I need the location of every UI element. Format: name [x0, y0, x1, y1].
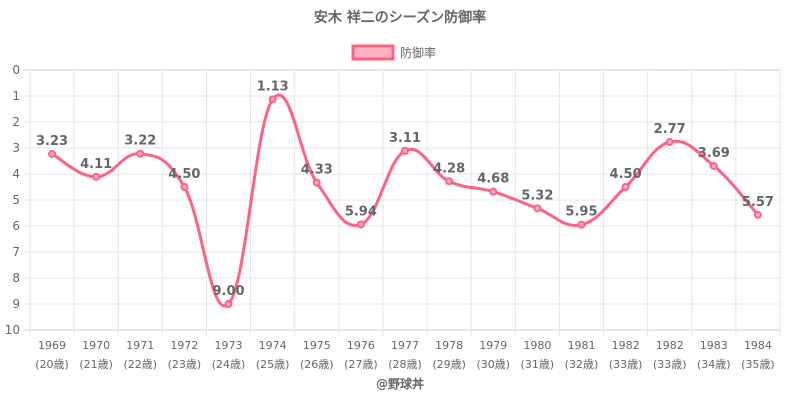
y-tick-label: 1 [12, 89, 20, 103]
x-tick-label: 1982 [612, 339, 640, 352]
legend[interactable]: 防御率 [351, 44, 436, 61]
y-tick-label: 8 [12, 271, 20, 285]
data-label: 3.22 [124, 134, 156, 149]
data-label: 3.11 [389, 131, 421, 146]
x-tick-label: 1971 [126, 339, 154, 352]
data-label: 5.94 [345, 204, 377, 219]
x-tick-sublabel: (31歳) [521, 358, 555, 371]
x-tick-label: 1981 [567, 339, 595, 352]
data-point [136, 149, 145, 158]
data-point [312, 178, 321, 187]
data-point [268, 95, 277, 104]
data-point [401, 146, 409, 155]
data-point [445, 177, 454, 186]
data-point [180, 183, 189, 191]
x-tick-sublabel: (33歳) [609, 358, 643, 371]
x-tick-sublabel: (34歳) [697, 358, 731, 371]
legend-label: 防御率 [400, 45, 436, 60]
x-tick-label: 1983 [700, 339, 728, 352]
x-tick-label: 1980 [523, 339, 551, 352]
x-tick-sublabel: (24歳) [212, 358, 246, 371]
x-tick-label: 1982 [656, 339, 684, 352]
data-point [489, 187, 498, 196]
x-tick-label: 1979 [479, 339, 507, 352]
data-label: 4.50 [610, 167, 642, 182]
data-point [621, 183, 630, 191]
x-tick-sublabel: (26歳) [300, 358, 334, 371]
data-point [356, 220, 365, 229]
x-tick-label: 1976 [347, 339, 375, 352]
y-tick-label: 5 [12, 193, 20, 207]
x-tick-sublabel: (28歳) [388, 358, 422, 371]
x-tick-label: 1969 [38, 339, 66, 352]
data-point [753, 210, 762, 219]
data-label: 4.11 [80, 157, 112, 172]
x-tick-sublabel: (32歳) [565, 358, 599, 371]
y-tick-label: 4 [12, 167, 20, 181]
data-point [665, 138, 674, 147]
data-point [92, 172, 101, 181]
data-point [224, 300, 233, 308]
data-point [533, 204, 542, 213]
data-label: 1.13 [257, 79, 289, 94]
data-label: 5.57 [742, 195, 774, 210]
x-tick-sublabel: (27歳) [344, 358, 378, 371]
data-point [577, 220, 586, 229]
data-label: 9.00 [212, 284, 244, 299]
x-tick-sublabel: (25歳) [256, 358, 290, 371]
chart-title: 安木 祥二のシーズン防御率 [314, 9, 486, 26]
y-tick-label: 0 [12, 63, 20, 77]
y-tick-label: 7 [12, 245, 20, 259]
data-label: 4.33 [301, 163, 333, 178]
data-label: 4.68 [477, 172, 509, 187]
data-label: 4.50 [168, 167, 200, 182]
x-tick-sublabel: (35歳) [741, 358, 775, 371]
x-tick-sublabel: (33歳) [653, 358, 687, 371]
x-tick-label: 1972 [170, 339, 198, 352]
y-tick-label: 9 [12, 297, 20, 311]
x-tick-label: 1974 [259, 339, 287, 352]
data-label: 5.95 [565, 205, 597, 220]
x-tick-sublabel: (21歳) [79, 358, 113, 371]
data-label: 5.32 [521, 188, 553, 203]
x-tick-sublabel: (22歳) [123, 358, 157, 371]
y-tick-label: 3 [12, 141, 20, 155]
x-tick-sublabel: (30歳) [476, 358, 510, 371]
x-tick-label: 1984 [744, 339, 772, 352]
x-tick-label: 1975 [303, 339, 331, 352]
data-point [709, 161, 718, 170]
data-label: 3.23 [36, 134, 68, 149]
data-label: 2.77 [654, 122, 686, 137]
x-tick-sublabel: (29歳) [432, 358, 466, 371]
x-tick-label: 1973 [215, 339, 243, 352]
x-tick-label: 1977 [391, 339, 419, 352]
footer-credit: @野球丼 [376, 376, 424, 391]
y-tick-label: 6 [12, 219, 20, 233]
x-tick-label: 1970 [82, 339, 110, 352]
legend-swatch [351, 44, 395, 61]
data-label: 3.69 [698, 146, 730, 161]
y-tick-label: 10 [5, 323, 20, 337]
y-tick-label: 2 [12, 115, 20, 129]
data-label: 4.28 [433, 161, 465, 176]
x-tick-sublabel: (20歳) [35, 358, 69, 371]
x-tick-sublabel: (23歳) [168, 358, 202, 371]
data-point [48, 149, 57, 158]
x-tick-label: 1978 [435, 339, 463, 352]
